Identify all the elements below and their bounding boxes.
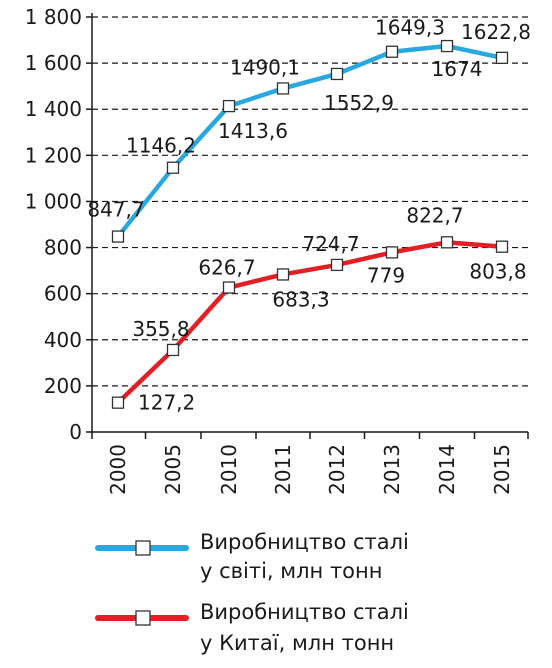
series-1-point-2012 [330,258,344,272]
legend-label-line2-0: у світі, млн тонн [200,559,383,583]
series-1-point-2013 [385,246,399,259]
series-0-point-2013 [385,45,399,58]
series-0-point-2012 [330,67,344,81]
series-0-label-2000: 847,7 [87,198,144,222]
y-tick-label: 800 [44,236,82,260]
series-0-label-2012: 1552,9 [324,91,394,115]
legend-label-line2-1: у Китаї, млн тонн [200,631,394,655]
legend-label-line1-1: Виробництво сталі [200,600,409,624]
x-tick-label-2005: 2005 [161,444,185,495]
series-lines [111,39,509,409]
series-0-label-2005: 1146,2 [126,134,196,158]
legend-label-line1-0: Виробництво сталі [200,530,409,554]
series-0-point-2000 [111,230,125,243]
x-tick-label-2012: 2012 [325,444,349,495]
series-0-label-2013: 1649,3 [375,16,445,40]
series-1-point-2014 [440,236,454,249]
series-1-label-2015: 803,8 [469,260,526,284]
legend-swatch-marker-0 [135,540,151,556]
series-0-label-2011: 1490,1 [230,55,300,79]
series-0-label-2014: 1674 [432,57,483,81]
y-tick-label: 1 600 [25,51,82,75]
x-tick-label-2010: 2010 [217,444,241,495]
y-tick-label: 600 [44,282,82,306]
x-tick-label-2000: 2000 [106,444,130,495]
series-1-point-2011 [276,268,290,281]
legend: Виробництво сталі у світі, млн тонн Виробн… [95,530,409,655]
series-1-label-2012: 724,7 [302,232,359,256]
y-axis-tick-labels: 0 200 400 600 800 1 000 1 200 1 400 1 600 1 800 [25,5,82,444]
axes [86,13,529,439]
series-0-label-2015: 1622,8 [461,20,531,44]
series-0-label-2010: 1413,6 [218,119,288,143]
x-tick-label-2015: 2015 [490,444,514,495]
series-line-1 [115,240,505,405]
series-1-label-2011: 683,3 [272,287,329,311]
legend-swatch-marker-1 [135,610,151,626]
series-0-point-2011 [276,82,290,95]
y-tick-label: 1 800 [25,5,82,29]
y-tick-label: 1 200 [25,143,82,167]
series-0-point-2014 [440,39,454,53]
series-0-point-2010 [222,99,236,113]
series-1-point-2015 [495,240,509,253]
series-1-label-2005: 355,8 [132,317,189,341]
y-tick-label: 0 [69,420,82,444]
y-tick-label: 1 000 [25,189,82,213]
x-tick-label-2013: 2013 [380,444,404,495]
y-tick-label: 1 400 [25,97,82,121]
series-1-label-2014: 822,7 [406,203,463,227]
series-line-0 [115,43,505,239]
series-1-label-2013: 779 [367,263,405,287]
series-1-point-2000 [111,396,125,409]
y-tick-label: 400 [44,328,82,352]
y-tick-label: 200 [44,374,82,398]
series-1-point-2005 [166,343,180,357]
series-0-point-2005 [166,161,180,174]
series-1-label-2000: 127,2 [138,391,195,415]
series-1-label-2010: 626,7 [198,256,255,280]
data-labels: 847,7 1146,2 1413,6 1490,1 1552,9 1649,3 1674 1… [87,16,531,415]
x-tick-label-2011: 2011 [271,444,295,495]
series-1-point-2010 [222,281,236,294]
series-0-point-2015 [495,51,509,65]
x-tick-label-2014: 2014 [435,444,459,495]
grid-lines [92,16,528,387]
x-axis-tick-labels: 2000 2005 2010 2011 2012 2013 2014 2015 [106,444,514,495]
